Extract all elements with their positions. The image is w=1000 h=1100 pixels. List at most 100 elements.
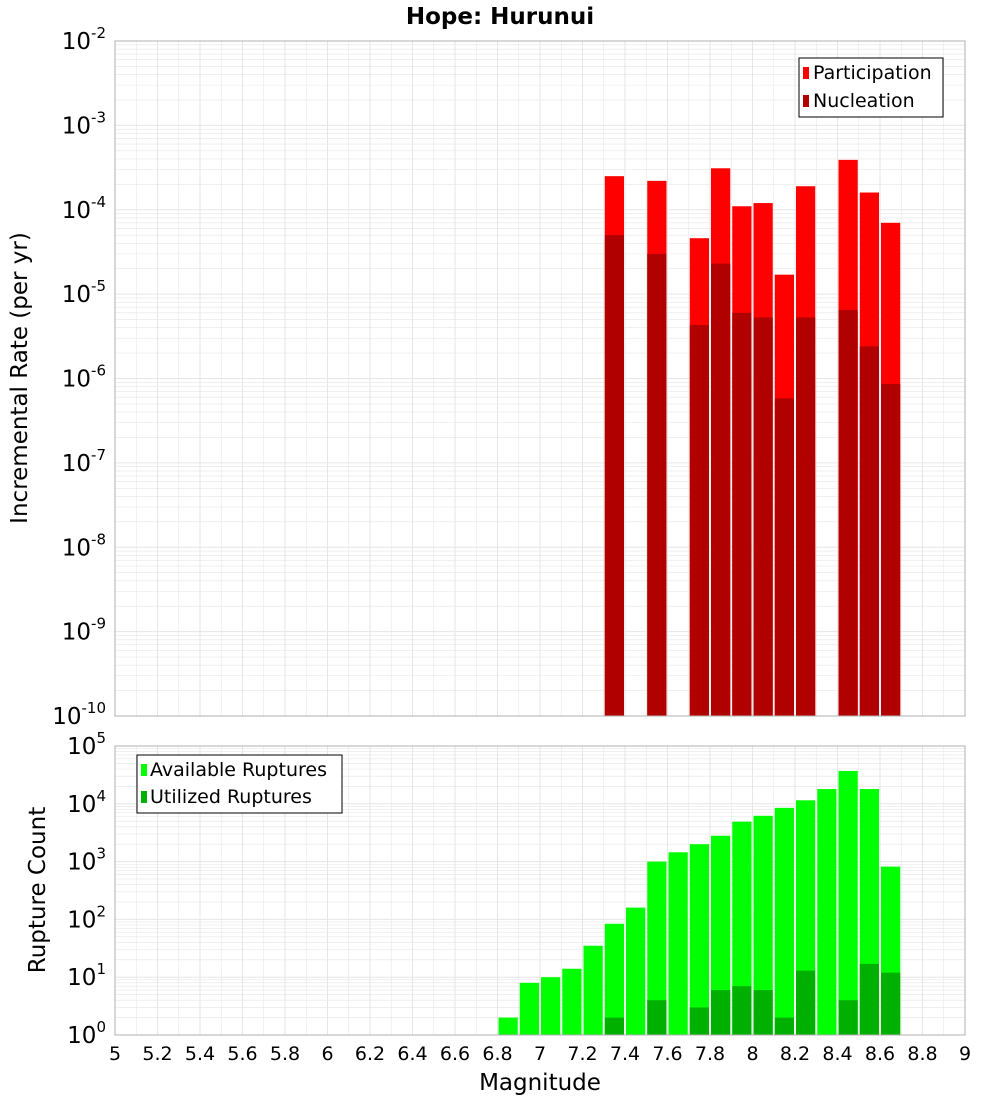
utilized-bar (604, 1017, 624, 1035)
available-bar (604, 923, 624, 1035)
available-bar (689, 844, 709, 1035)
x-tick-labels: 5 5.2 5.4 5.6 5.8 6 6.2 6.4 6.6 6.8 7 7.2 7.4 7.6 7.8 8… (109, 1043, 971, 1065)
x-tick-label: 6.8 (482, 1043, 512, 1065)
available-bar (668, 852, 688, 1035)
nucleation-bar (753, 317, 773, 716)
rate-grid (114, 41, 966, 717)
nucleation-bar (647, 253, 667, 716)
x-tick-label: 5.6 (227, 1043, 257, 1065)
rate-plot-frame (114, 40, 966, 717)
available-bar (498, 1017, 518, 1035)
nucleation-bar (796, 317, 816, 716)
x-tick-label: 8.6 (865, 1043, 895, 1065)
utilized-bar (753, 990, 773, 1035)
count-bars (498, 770, 901, 1035)
count-y-tick-label: 100 (67, 1018, 106, 1049)
count-y-ticks: 100 101 102 103 104 105 (67, 729, 106, 1049)
available-bar (711, 835, 731, 1035)
available-bar (541, 977, 561, 1035)
utilized-bar (647, 1000, 667, 1035)
available-bar (817, 789, 837, 1035)
nucleation-bar (838, 309, 858, 716)
rate-y-tick-label: 10-9 (62, 615, 106, 646)
rate-legend: Participation Nucleation (798, 57, 944, 118)
available-bar (774, 807, 794, 1035)
count-plot-frame (114, 745, 966, 1036)
chart-title: Hope: Hurunui (406, 4, 594, 30)
x-tick-label: 5.8 (270, 1043, 300, 1065)
rate-y-tick-label: 10-10 (52, 699, 106, 730)
x-tick-label: 7.6 (652, 1043, 682, 1065)
nucleation-bar (604, 235, 624, 716)
available-legend-label: Available Ruptures (150, 759, 327, 781)
utilized-bar (796, 970, 816, 1035)
available-bar (562, 968, 582, 1035)
x-tick-label: 7.4 (610, 1043, 640, 1065)
rate-bars (604, 159, 901, 717)
available-bar (519, 982, 539, 1035)
nucleation-bar (689, 325, 709, 716)
utilized-bar (859, 963, 879, 1035)
nucleation-legend-label: Nucleation (813, 90, 915, 112)
rate-y-tick-label: 10-4 (62, 193, 106, 224)
available-bar (626, 907, 646, 1035)
utilized-bar (711, 990, 731, 1035)
rate-y-tick-label: 10-3 (62, 108, 106, 139)
participation-legend-swatch (803, 67, 809, 79)
utilized-bar (881, 972, 901, 1035)
nucleation-bar (774, 398, 794, 716)
available-bar (583, 945, 603, 1035)
available-bar (647, 861, 667, 1035)
utilized-bar (689, 1007, 709, 1035)
nucleation-bar (881, 384, 901, 716)
available-legend-swatch (141, 764, 147, 776)
count-y-tick-label: 105 (67, 729, 106, 760)
utilized-bar (732, 986, 752, 1035)
utilized-legend-label: Utilized Ruptures (150, 786, 312, 808)
x-tick-label: 5.4 (185, 1043, 215, 1065)
nucleation-bar (859, 346, 879, 716)
rate-y-tick-label: 10-5 (62, 277, 106, 308)
utilized-legend-swatch (141, 791, 147, 803)
nucleation-bar (711, 263, 731, 716)
available-bar (838, 770, 858, 1035)
rate-legend-box (798, 57, 944, 118)
rate-y-tick-label: 10-7 (62, 446, 106, 477)
rate-y-tick-label: 10-6 (62, 362, 106, 393)
x-tick-label: 7.8 (695, 1043, 725, 1065)
count-panel: 100 101 102 103 104 105 Rupture Count Availab… (25, 729, 966, 1049)
count-y-tick-label: 104 (67, 787, 106, 818)
available-bar (753, 815, 773, 1035)
rate-y-tick-label: 10-2 (62, 24, 106, 55)
x-axis-label: Magnitude (479, 1070, 601, 1096)
x-tick-label: 6 (321, 1043, 333, 1065)
x-tick-label: 7.2 (567, 1043, 597, 1065)
rate-y-axis-label: Incremental Rate (per yr) (7, 232, 33, 524)
nucleation-bar (732, 312, 752, 716)
x-tick-label: 7 (534, 1043, 546, 1065)
x-tick-label: 8.2 (780, 1043, 810, 1065)
rate-y-ticks: 10-10 10-9 10-8 10-7 10-6 10-5 10-4 10-3 10-2 (52, 24, 106, 730)
utilized-bar (774, 1017, 794, 1035)
count-y-axis-label: Rupture Count (25, 807, 51, 973)
count-legend: Available Ruptures Utilized Ruptures (136, 754, 343, 814)
utilized-bar (838, 1000, 858, 1035)
rate-y-tick-label: 10-8 (62, 530, 106, 561)
x-tick-label: 8.4 (822, 1043, 852, 1065)
rate-panel: 10-10 10-9 10-8 10-7 10-6 10-5 10-4 10-3 10-2 In… (7, 24, 966, 730)
count-y-tick-label: 101 (67, 960, 106, 991)
count-y-tick-label: 102 (67, 902, 106, 933)
x-tick-label: 8 (746, 1043, 758, 1065)
available-bar (732, 821, 752, 1035)
count-legend-box (136, 754, 343, 814)
x-tick-label: 6.2 (355, 1043, 385, 1065)
x-tick-label: 9 (959, 1043, 971, 1065)
x-tick-label: 6.6 (440, 1043, 470, 1065)
x-tick-label: 8.8 (907, 1043, 937, 1065)
count-y-tick-label: 103 (67, 845, 106, 876)
x-tick-label: 6.4 (397, 1043, 427, 1065)
x-tick-label: 5 (109, 1043, 121, 1065)
nucleation-legend-swatch (803, 95, 809, 107)
x-tick-label: 5.2 (142, 1043, 172, 1065)
